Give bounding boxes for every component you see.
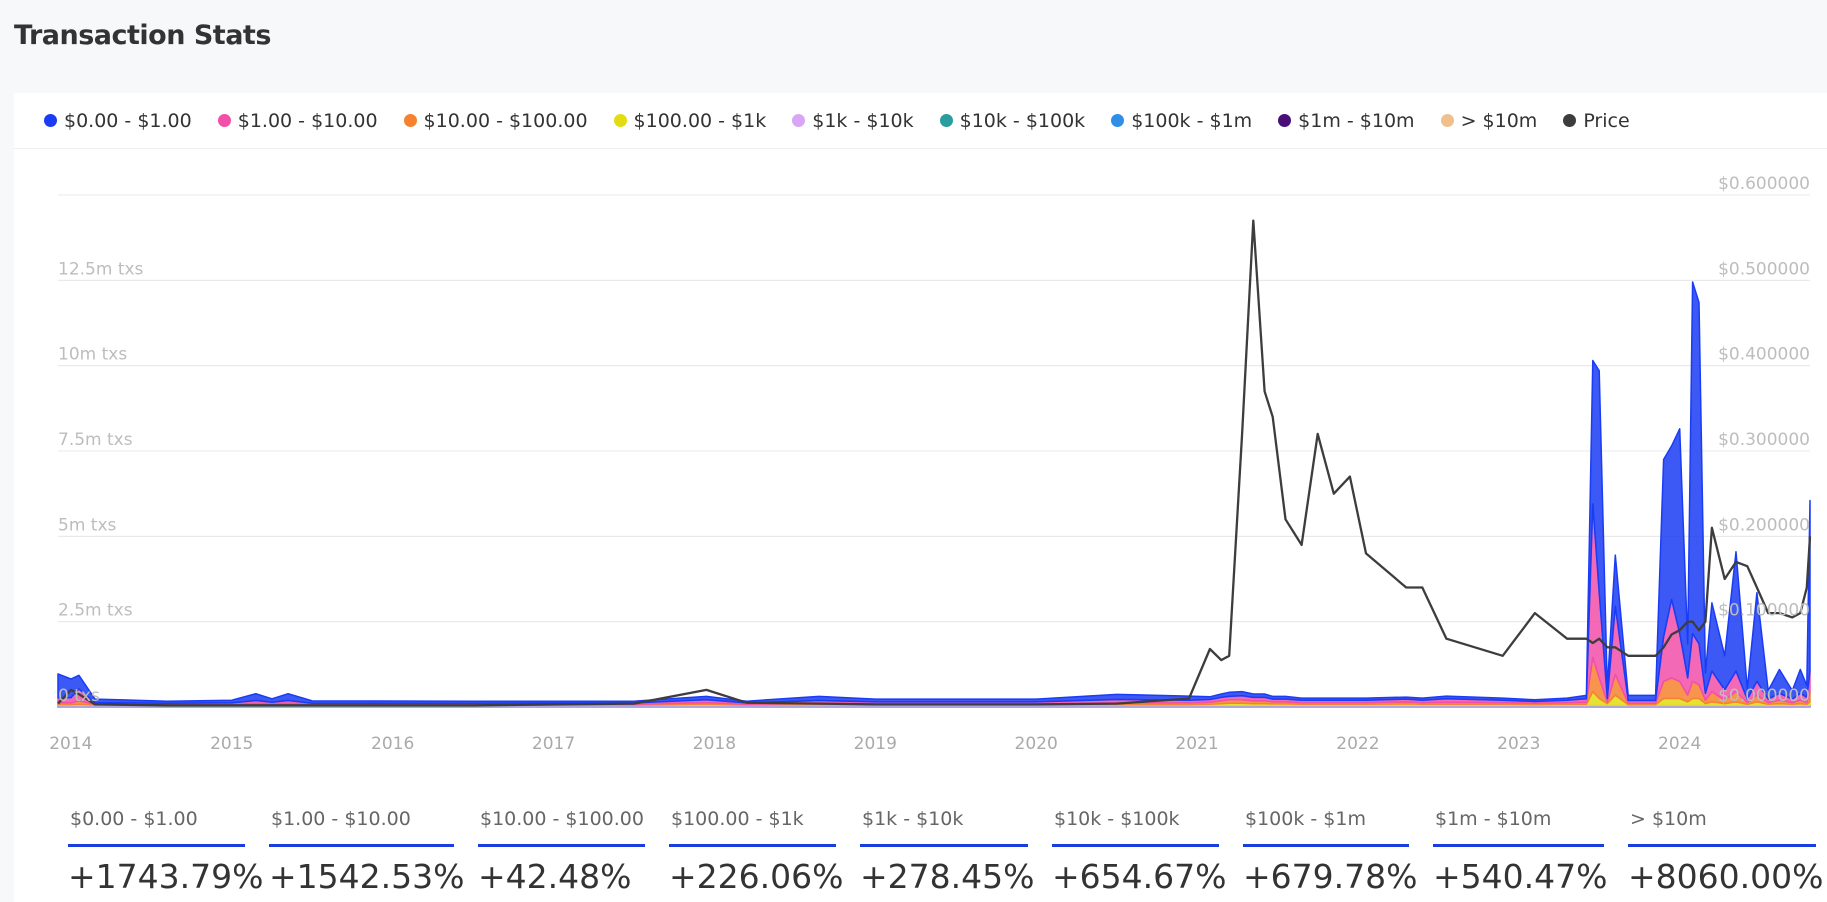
stat-label: $1k - $10k: [862, 808, 964, 830]
stat: $10k - $100k +654.67%: [1052, 808, 1227, 896]
stat-underline: [669, 844, 836, 847]
y2-tick-label: $0.500000: [1718, 259, 1810, 279]
y2-tick-label: $0.300000: [1718, 430, 1810, 450]
legend-swatch: [217, 114, 231, 127]
area: [57, 656, 1811, 706]
x-tick-label: 2024: [1658, 734, 1701, 754]
legend-label: $1.00 - $10.00: [237, 109, 378, 132]
legend-swatch: [1111, 114, 1125, 127]
legend-item[interactable]: $1k - $10k: [792, 109, 914, 132]
legend-swatch: [1440, 114, 1454, 127]
stat-label: $0.00 - $1.00: [70, 808, 198, 830]
x-tick-label: 2020: [1015, 734, 1058, 754]
y-tick-label: 10m txs: [58, 345, 127, 365]
legend-item[interactable]: $10.00 - $100.00: [403, 109, 588, 132]
stat-underline: [478, 844, 645, 847]
legend-label: $1m - $10m: [1298, 109, 1415, 132]
page-title: Transaction Stats: [14, 20, 271, 51]
stat-value: +278.45%: [860, 857, 1035, 896]
x-tick-label: 2014: [49, 734, 92, 754]
legend: $0.00 - $1.00 $1.00 - $10.00 $10.00 - $100…: [14, 93, 1827, 149]
stat-label: $10.00 - $100.00: [480, 808, 644, 830]
x-tick-label: 2015: [210, 734, 253, 754]
legend-swatch: [939, 114, 953, 127]
legend-item[interactable]: Price: [1563, 109, 1630, 132]
legend-item[interactable]: $10k - $100k: [939, 109, 1086, 132]
legend-swatch: [1563, 114, 1577, 127]
y2-tick-label: $0.000000: [1718, 686, 1810, 706]
legend-label: $10.00 - $100.00: [423, 109, 588, 132]
stat-value: +1743.79%: [68, 857, 264, 896]
legend-item[interactable]: > $10m: [1440, 109, 1538, 132]
stat-underline: [68, 844, 245, 847]
x-tick-label: 2018: [693, 734, 736, 754]
legend-label: $100k - $1m: [1131, 109, 1253, 132]
legend-item[interactable]: $1m - $10m: [1278, 109, 1415, 132]
stat-value: +8060.00%: [1628, 857, 1824, 896]
stat-value: +654.67%: [1052, 857, 1227, 896]
stat-underline: [269, 844, 454, 847]
chart: 0 txs 2.5m txs 5m txs 7.5m txs 10m txs 12.5m …: [49, 174, 1812, 754]
legend-item[interactable]: $100.00 - $1k: [613, 109, 767, 132]
legend-label: $1k - $10k: [812, 109, 914, 132]
legend-label: $0.00 - $1.00: [64, 109, 192, 132]
y2-tick-label: $0.400000: [1718, 345, 1810, 365]
y-tick-label: 7.5m txs: [58, 430, 133, 450]
legend-swatch: [44, 114, 57, 127]
legend-item[interactable]: $1.00 - $10.00: [217, 109, 378, 132]
stat-value: +42.48%: [478, 857, 632, 896]
stat: $100k - $1m +679.78%: [1243, 808, 1418, 896]
stat-value: +679.78%: [1243, 857, 1418, 896]
stat-value: +540.47%: [1433, 857, 1608, 896]
y-tick-label: 12.5m txs: [58, 259, 144, 279]
legend-label: $100.00 - $1k: [633, 109, 767, 132]
x-tick-label: 2019: [854, 734, 897, 754]
stat: $0.00 - $1.00 +1743.79%: [68, 808, 264, 896]
y2-tick-label: $0.600000: [1718, 174, 1810, 194]
legend-swatch: [792, 114, 806, 127]
legend-item[interactable]: $0.00 - $1.00: [44, 110, 192, 132]
stat-underline: [1628, 844, 1816, 847]
x-tick-label: 2021: [1175, 734, 1218, 754]
stat-underline: [1052, 844, 1219, 847]
legend-label: $10k - $100k: [959, 109, 1086, 132]
stat: $100.00 - $1k +226.06%: [669, 808, 844, 896]
legend-item[interactable]: $100k - $1m: [1111, 110, 1252, 132]
stat: $1k - $10k +278.45%: [860, 808, 1035, 896]
stat-value: +1542.53%: [269, 857, 465, 896]
area: [57, 281, 1811, 704]
price-line: [57, 219, 1812, 707]
stat-underline: [1433, 844, 1604, 847]
legend-label: > $10m: [1460, 109, 1538, 132]
x-tick-label: 2017: [532, 734, 575, 754]
stat-label: $10k - $100k: [1054, 808, 1180, 830]
stat: > $10m +8060.00%: [1628, 808, 1824, 896]
stat: $1.00 - $10.00 +1542.53%: [269, 808, 465, 896]
legend-swatch: [1278, 114, 1292, 127]
legend-label: Price: [1583, 109, 1630, 132]
stat-label: $1m - $10m: [1435, 808, 1552, 830]
x-tick-label: 2023: [1497, 734, 1540, 754]
chart-card: [14, 93, 1827, 902]
y-tick-label: 5m txs: [58, 515, 117, 535]
y-tick-label: 2.5m txs: [58, 601, 133, 621]
y2-tick-label: $0.200000: [1718, 515, 1810, 535]
stat-label: > $10m: [1630, 808, 1707, 830]
y2-tick-label: $0.100000: [1718, 601, 1810, 621]
legend-swatch: [403, 114, 417, 127]
stat-underline: [860, 844, 1028, 847]
stat: $1m - $10m +540.47%: [1433, 808, 1608, 896]
x-tick-label: 2016: [371, 734, 414, 754]
stat-label: $1.00 - $10.00: [271, 808, 411, 830]
stat-label: $100k - $1m: [1245, 808, 1366, 830]
x-tick-label: 2022: [1336, 734, 1379, 754]
stat-value: +226.06%: [669, 857, 844, 896]
stat-underline: [1243, 844, 1409, 847]
stat-label: $100.00 - $1k: [671, 808, 804, 830]
legend-swatch: [613, 114, 627, 127]
area: [57, 503, 1811, 706]
stat: $10.00 - $100.00 +42.48%: [478, 808, 645, 896]
y-tick-label: 0 txs: [58, 686, 100, 706]
